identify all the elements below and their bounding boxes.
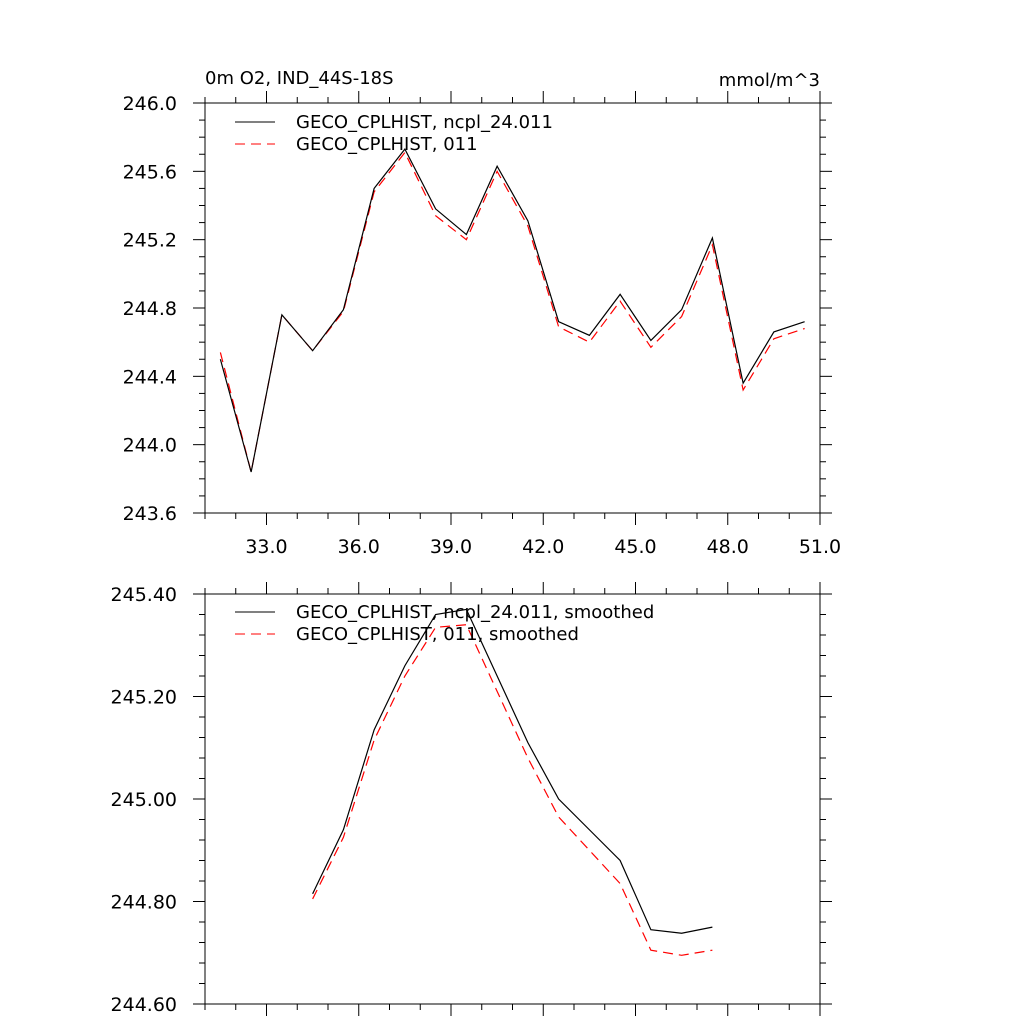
bottom-panel-frame [204,593,821,1005]
top-panel-title: 0m O2, IND_44S-18S [205,68,394,89]
legend-label-011-smoothed: GECO_CPLHIST, 011, smoothed [296,624,579,645]
top-panel-ticks: 33.0 36.0 39.0 42.0 45.0 48.0 51.0 243.6 244.0 24… [123,91,841,558]
top-panel-frame [204,102,821,514]
y-tick-label: 246.0 [123,93,177,115]
x-tick-label: 42.0 [522,536,564,558]
series-line-011 [219,151,805,473]
bottom-panel-ticks: 244.60 244.80 245.00 245.20 245.40 [111,582,832,1016]
x-tick-label: 48.0 [707,536,749,558]
y-tick-label: 244.60 [111,994,177,1016]
y-tick-label: 243.6 [123,503,177,525]
y-tick-label: 245.40 [111,584,177,606]
y-tick-label: 244.4 [123,366,177,388]
y-tick-label: 245.6 [123,161,177,183]
y-tick-label: 244.0 [123,435,177,457]
series-line-ncpl [219,148,805,473]
legend-label-ncpl-smoothed: GECO_CPLHIST, ncpl_24.011, smoothed [296,602,654,623]
legend-label-011: GECO_CPLHIST, 011 [296,134,478,155]
x-tick-label: 51.0 [799,536,841,558]
top-panel-series [219,148,805,473]
series-line-011-smoothed [312,624,713,956]
x-tick-label: 39.0 [430,536,472,558]
series-line-ncpl-smoothed [312,608,713,934]
bottom-panel: 244.60 244.80 245.00 245.20 245.40 GECO_CPLH… [111,582,832,1016]
top-panel-units: mmol/m^3 [719,70,820,91]
y-tick-label: 245.2 [123,230,177,252]
y-tick-label: 244.8 [123,298,177,320]
x-tick-label: 45.0 [614,536,656,558]
y-tick-label: 244.80 [111,892,177,914]
bottom-panel-series [312,608,713,956]
top-panel-legend: GECO_CPLHIST, ncpl_24.011 GECO_CPLHIST, … [235,112,553,155]
x-tick-label: 33.0 [245,536,287,558]
y-tick-label: 245.00 [111,789,177,811]
top-panel: 0m O2, IND_44S-18S mmol/m^3 33.0 36.0 39.0… [123,68,842,558]
bottom-panel-legend: GECO_CPLHIST, ncpl_24.011, smoothed GECO… [235,602,654,645]
legend-label-ncpl: GECO_CPLHIST, ncpl_24.011 [296,112,553,133]
x-tick-label: 36.0 [338,536,380,558]
y-tick-label: 245.20 [111,687,177,709]
